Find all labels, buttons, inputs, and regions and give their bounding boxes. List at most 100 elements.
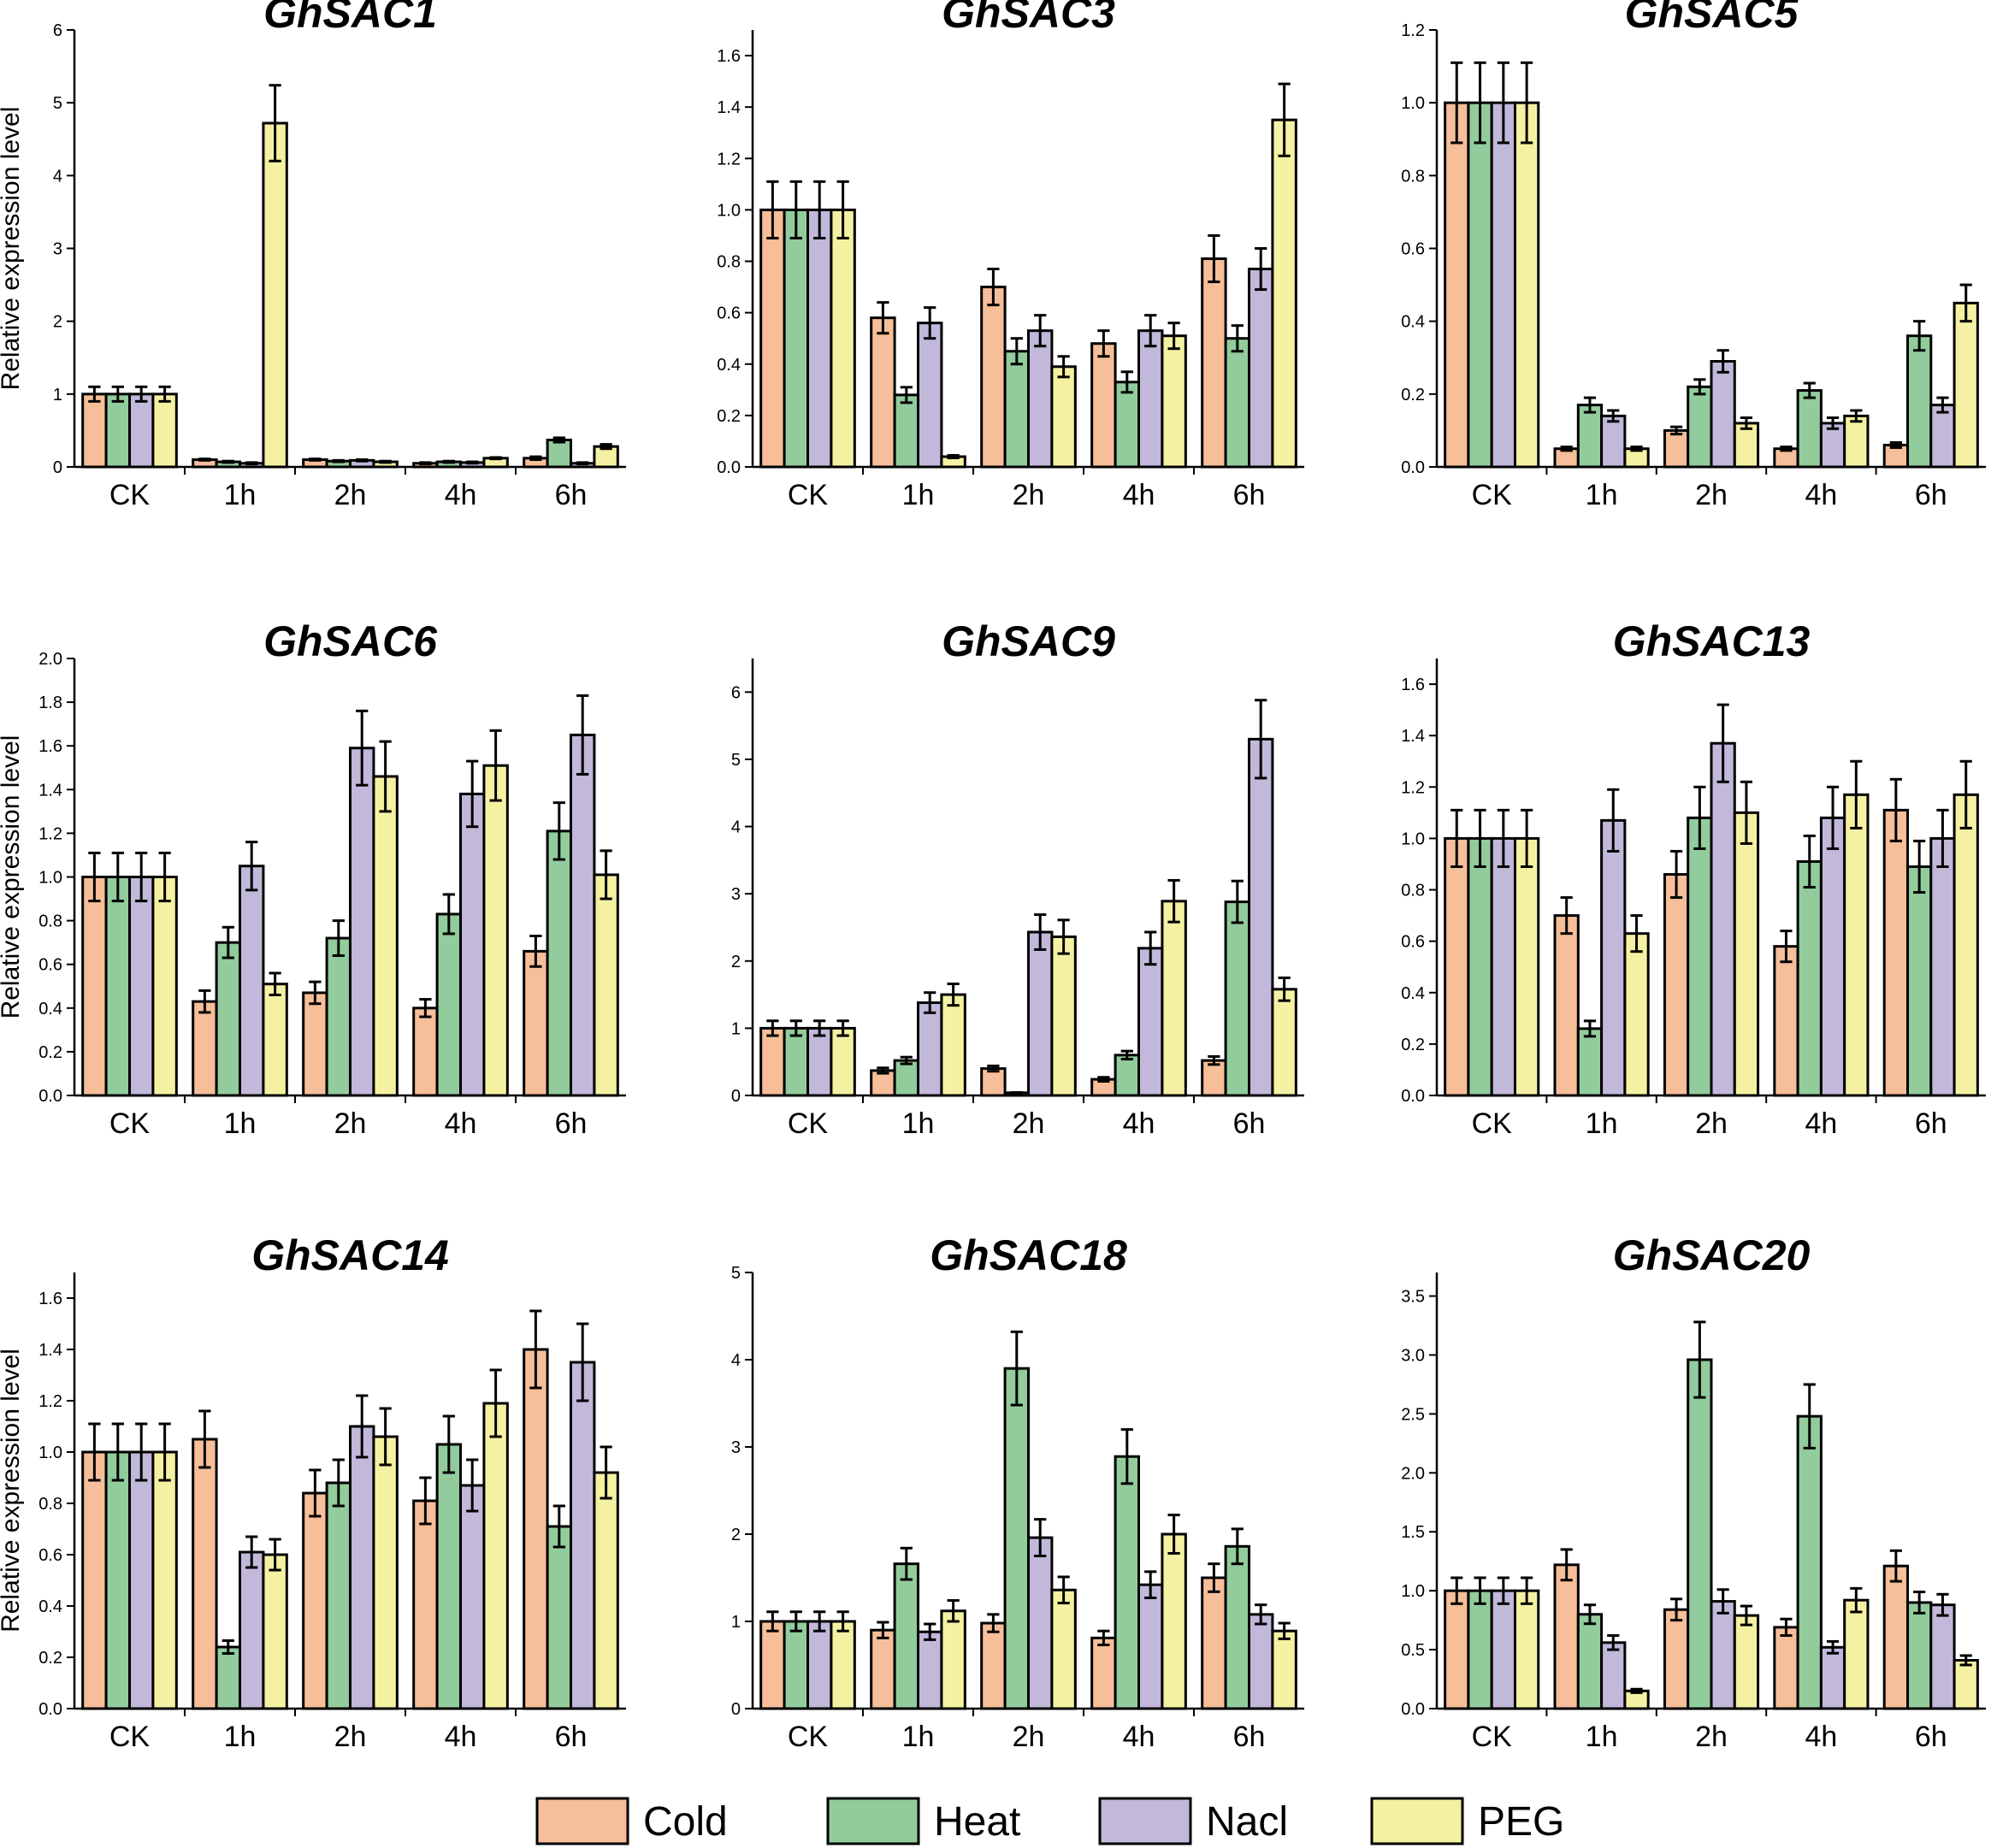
error-bar-ghsac18-4h-peg xyxy=(1167,1514,1180,1555)
error-bar-ghsac20-6h-heat xyxy=(1913,1591,1926,1615)
legend: Cold Heat Nacl PEG xyxy=(535,1797,1564,1845)
error-bar-ghsac13-ck-heat xyxy=(1474,808,1486,868)
error-bar-ghsac1-2h-peg xyxy=(379,459,392,464)
bar-ghsac5-2h-peg xyxy=(1733,422,1760,469)
error-bar-ghsac18-1h-peg xyxy=(947,1599,960,1623)
error-bar-ghsac6-4h-heat xyxy=(442,893,455,936)
error-bar-ghsac13-4h-heat xyxy=(1803,834,1816,889)
x-tick-label-ghsac3-ck: CK xyxy=(788,479,829,511)
error-bar-ghsac5-2h-cold xyxy=(1669,425,1683,436)
bar-ghsac13-ck-peg xyxy=(1513,836,1540,1097)
error-bar-ghsac20-2h-cold xyxy=(1669,1597,1683,1622)
bar-ghsac9-ck-peg xyxy=(830,1026,856,1097)
panel-ghsac20: GhSAC20 0.0 0.5 1.0 1.5 2.0 2.5 3.0 3.5 CK 1h 2h 4h 6… xyxy=(1401,1231,1986,1753)
panel-title-ghsac18: GhSAC18 xyxy=(930,1231,1127,1279)
bar-ghsac1-6h-heat xyxy=(546,438,573,469)
panel-ghsac14: GhSAC14 Relative expression level 0.0 0.2 0.… xyxy=(0,1231,626,1753)
error-bar-ghsac9-2h-heat xyxy=(1010,1090,1023,1095)
error-bar-ghsac14-6h-cold xyxy=(529,1309,542,1390)
error-bar-ghsac6-2h-cold xyxy=(309,980,322,1006)
bar-ghsac3-ck-heat xyxy=(783,208,810,469)
error-bar-ghsac20-4h-peg xyxy=(1850,1586,1863,1614)
error-bar-ghsac1-6h-cold xyxy=(529,455,542,461)
bar-ghsac14-6h-heat xyxy=(546,1525,573,1710)
bar-ghsac9-ck-heat xyxy=(783,1026,810,1097)
x-tick-label-ghsac14-4h: 4h xyxy=(445,1721,477,1753)
y-tick-label-ghsac6: 0.8 xyxy=(38,912,62,931)
bar-ghsac5-ck-nacl xyxy=(1490,101,1516,469)
x-tick-label-ghsac13-1h: 1h xyxy=(1586,1107,1618,1140)
bar-ghsac14-2h-heat xyxy=(325,1481,352,1710)
bar-ghsac6-1h-heat xyxy=(215,941,241,1097)
error-bar-ghsac1-6h-nacl xyxy=(576,461,589,466)
error-bar-ghsac18-ck-heat xyxy=(789,1610,802,1632)
y-tick-label-ghsac6: 2.0 xyxy=(38,650,62,669)
y-tick-label-ghsac6: 1.6 xyxy=(38,737,62,756)
x-tick-label-ghsac13-2h: 2h xyxy=(1695,1107,1728,1140)
panel-ghsac3: GhSAC3 0.0 0.2 0.4 0.6 0.8 1.0 1.2 1.4 1.6 CK 1h 2h 4… xyxy=(717,0,1304,511)
bar-ghsac6-2h-nacl xyxy=(349,747,375,1097)
bar-ghsac9-6h-peg xyxy=(1271,988,1297,1097)
error-bar-ghsac9-6h-cold xyxy=(1208,1054,1220,1066)
bar-ghsac3-2h-peg xyxy=(1050,365,1077,469)
bar-ghsac14-4h-nacl xyxy=(459,1484,486,1710)
x-tick-label-ghsac9-4h: 4h xyxy=(1123,1107,1155,1140)
error-bar-ghsac18-ck-cold xyxy=(766,1610,779,1632)
y-axis-label-ghsac6: Relative expression level xyxy=(0,735,25,1019)
bar-ghsac13-2h-peg xyxy=(1733,811,1760,1097)
error-bar-ghsac3-4h-heat xyxy=(1120,370,1133,394)
error-bar-ghsac1-ck-cold xyxy=(88,385,101,403)
y-tick-label-ghsac20: 3.5 xyxy=(1401,1288,1425,1307)
error-bar-ghsac14-ck-peg xyxy=(158,1422,171,1482)
error-bar-ghsac13-6h-heat xyxy=(1913,839,1926,894)
bar-ghsac1-ck-heat xyxy=(104,393,132,469)
panel-title-ghsac1: GhSAC1 xyxy=(263,0,437,37)
y-tick-label-ghsac1: 4 xyxy=(53,167,62,186)
bar-ghsac5-6h-heat xyxy=(1906,334,1933,469)
y-tick-label-ghsac1: 0 xyxy=(53,458,62,477)
error-bar-ghsac5-2h-heat xyxy=(1693,378,1706,396)
error-bar-ghsac5-2h-peg xyxy=(1740,416,1753,430)
error-bar-ghsac5-1h-peg xyxy=(1630,446,1643,452)
error-bar-ghsac20-ck-cold xyxy=(1450,1576,1463,1605)
error-bar-ghsac6-4h-nacl xyxy=(466,759,479,829)
error-bar-ghsac3-6h-cold xyxy=(1208,233,1220,284)
y-tick-label-ghsac1: 6 xyxy=(53,21,62,40)
y-tick-label-ghsac5: 0.6 xyxy=(1401,240,1425,259)
y-tick-label-ghsac14: 0.2 xyxy=(38,1649,62,1668)
bar-ghsac18-2h-cold xyxy=(980,1621,1007,1710)
error-bar-ghsac18-ck-peg xyxy=(836,1610,849,1632)
error-bar-ghsac9-1h-nacl xyxy=(924,991,936,1014)
y-tick-label-ghsac13: 1.0 xyxy=(1401,830,1425,848)
legend-swatch-cold xyxy=(535,1797,629,1845)
x-tick-label-ghsac9-1h: 1h xyxy=(902,1107,935,1140)
error-bar-ghsac14-ck-nacl xyxy=(135,1422,148,1482)
error-bar-ghsac20-4h-heat xyxy=(1803,1383,1816,1449)
bar-ghsac6-2h-heat xyxy=(325,936,352,1097)
y-tick-label-ghsac14: 1.0 xyxy=(38,1444,62,1462)
error-bar-ghsac13-4h-peg xyxy=(1850,759,1863,830)
error-bar-ghsac14-1h-nacl xyxy=(245,1535,258,1569)
bar-ghsac18-ck-heat xyxy=(783,1620,810,1710)
bar-ghsac18-6h-heat xyxy=(1224,1544,1251,1710)
bar-ghsac9-1h-nacl xyxy=(917,1001,943,1097)
bar-ghsac18-ck-peg xyxy=(830,1620,856,1710)
y-tick-label-ghsac5: 1.0 xyxy=(1401,94,1425,113)
error-bar-ghsac1-1h-nacl xyxy=(245,461,258,466)
x-tick-label-ghsac6-ck: CK xyxy=(109,1107,151,1140)
bar-ghsac14-1h-heat xyxy=(215,1645,241,1710)
bar-ghsac20-1h-nacl xyxy=(1600,1641,1627,1710)
error-bar-ghsac18-6h-peg xyxy=(1278,1621,1291,1640)
bar-ghsac14-6h-peg xyxy=(593,1471,619,1710)
error-bar-ghsac5-ck-nacl xyxy=(1497,61,1509,145)
error-bar-ghsac5-ck-cold xyxy=(1450,61,1463,145)
x-tick-label-ghsac14-1h: 1h xyxy=(224,1721,257,1753)
x-tick-label-ghsac3-4h: 4h xyxy=(1123,479,1155,511)
bar-ghsac9-4h-peg xyxy=(1161,900,1187,1097)
bar-ghsac1-ck-cold xyxy=(81,393,108,469)
error-bar-ghsac14-4h-heat xyxy=(442,1414,455,1474)
error-bar-ghsac1-ck-peg xyxy=(158,385,171,403)
y-tick-label-ghsac6: 1.2 xyxy=(38,824,62,843)
bar-ghsac6-2h-peg xyxy=(372,775,399,1097)
